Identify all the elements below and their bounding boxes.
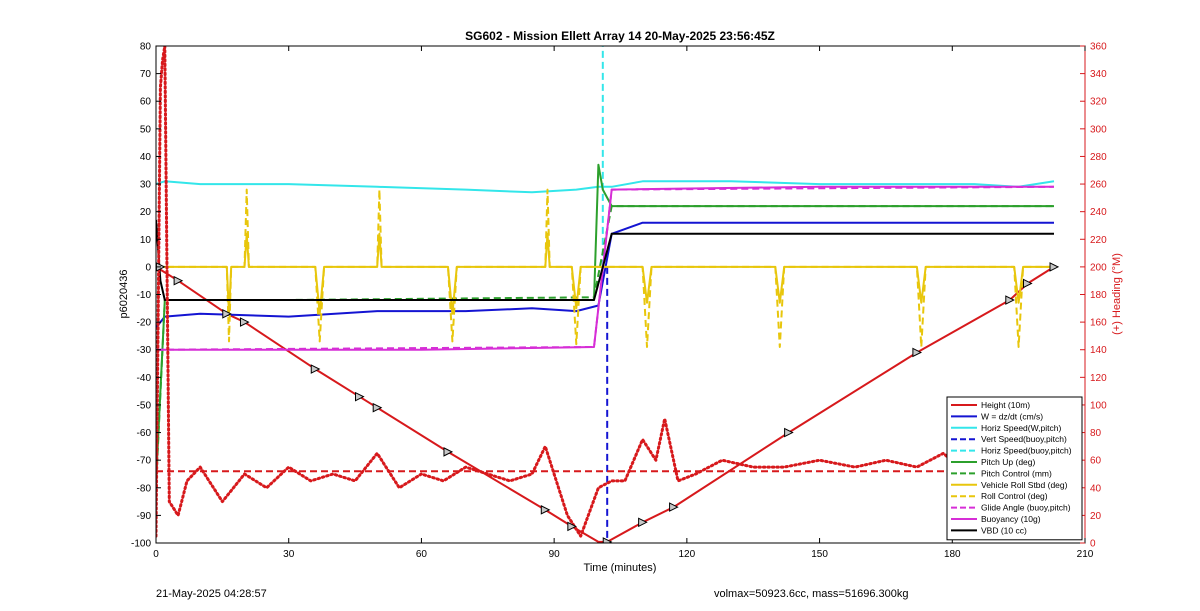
y-tick-label: 30	[140, 180, 152, 191]
y2-axis-label: (+) Heading (°M)	[1111, 253, 1123, 335]
y-tick-label: -100	[131, 539, 151, 550]
y-tick-label: -80	[137, 483, 152, 494]
series-line-pitch-control-mm	[156, 205, 1054, 488]
y-tick-label: 0	[145, 262, 151, 273]
y-tick-label: 10	[140, 235, 152, 246]
height-marker	[222, 309, 232, 319]
series-line-roll-control-deg	[156, 188, 1054, 348]
height-marker	[602, 537, 613, 543]
x-tick-label: 30	[283, 549, 295, 560]
height-marker	[354, 391, 365, 402]
x-tick-label: 210	[1077, 549, 1094, 560]
x-tick-label: 60	[416, 549, 428, 560]
footer-timestamp: 21-May-2025 04:28:57	[156, 588, 267, 600]
y2-tick-label: 360	[1090, 42, 1107, 53]
y-tick-label: -40	[137, 373, 152, 384]
legend-label: Pitch Up (deg)	[981, 457, 1035, 467]
chart-title: SG602 - Mission Ellett Array 14 20-May-2…	[465, 29, 775, 43]
x-tick-label: 0	[153, 549, 159, 560]
y2-tick-label: 340	[1090, 69, 1107, 80]
x-tick-label: 90	[549, 549, 561, 560]
height-marker	[1049, 262, 1060, 272]
y2-tick-label: 20	[1090, 511, 1102, 522]
y-tick-label: -60	[137, 428, 152, 439]
legend-label: Height (10m)	[981, 400, 1030, 410]
legend-label: Horiz Speed(buoy,pitch)	[981, 446, 1072, 456]
height-marker	[567, 521, 577, 532]
y-tick-label: -70	[137, 456, 152, 467]
y2-tick-label: 0	[1090, 539, 1096, 550]
y2-tick-label: 100	[1090, 400, 1107, 411]
height-marker	[443, 447, 454, 457]
legend-label: W = dz/dt (cm/s)	[981, 411, 1043, 421]
series-line-heading	[156, 46, 1056, 538]
legend-label: Buoyancy (10g)	[981, 514, 1041, 524]
y-tick-label: 50	[140, 124, 152, 135]
height-marker	[1005, 295, 1015, 305]
y2-tick-label: 280	[1090, 152, 1107, 163]
y2-tick-label: 120	[1090, 373, 1107, 384]
y-tick-label: -50	[137, 400, 152, 411]
y-tick-label: 60	[140, 97, 152, 108]
y-tick-label: -10	[137, 290, 152, 301]
y2-tick-label: 60	[1090, 456, 1102, 467]
y2-tick-label: 80	[1090, 428, 1102, 439]
series-group	[156, 46, 1060, 543]
y-tick-label: -20	[137, 318, 152, 329]
x-tick-label: 120	[679, 549, 696, 560]
x-axis-label: Time (minutes)	[584, 562, 657, 574]
series-line-buoyancy-10g	[156, 185, 1054, 351]
legend-label: Horiz Speed(W,pitch)	[981, 423, 1061, 433]
axes-group: 0 30 60 90 120 150 180 21080706050403020100-10-…	[131, 42, 1107, 561]
y2-tick-label: 40	[1090, 483, 1102, 494]
legend-label: Pitch Control (mm)	[981, 468, 1052, 478]
y2-tick-label: 140	[1090, 345, 1107, 356]
y2-tick-label: 200	[1090, 262, 1107, 273]
legend-label: VBD (10 cc)	[981, 525, 1027, 535]
height-marker	[912, 347, 923, 358]
y2-tick-label: 320	[1090, 97, 1107, 108]
legend-label: Roll Control (deg)	[981, 491, 1048, 501]
y2-tick-label: 180	[1090, 290, 1107, 301]
legend: Height (10m)W = dz/dt (cm/s) Horiz Speed(…	[946, 396, 1083, 541]
legend-box	[946, 396, 1083, 541]
height-marker	[310, 364, 321, 374]
height-marker	[1022, 278, 1033, 289]
y2-tick-label: 160	[1090, 318, 1107, 329]
y-tick-label: -30	[137, 345, 152, 356]
height-marker	[239, 317, 250, 327]
y-tick-label: 40	[140, 152, 152, 163]
y-axis-label: p6020436	[118, 270, 130, 319]
legend-label: Glide Angle (buoy,pitch)	[981, 503, 1071, 513]
height-marker	[638, 517, 648, 528]
x-tick-label: 180	[944, 549, 961, 560]
height-marker	[669, 502, 679, 512]
y-tick-label: 80	[140, 42, 152, 53]
y-tick-label: 70	[140, 69, 152, 80]
y2-tick-label: 240	[1090, 207, 1107, 218]
y-tick-label: -90	[137, 511, 152, 522]
plot-area	[156, 46, 1060, 543]
legend-label: Vehicle Roll Stbd (deg)	[981, 480, 1068, 490]
series-line-height-10m	[156, 266, 1055, 543]
height-marker	[173, 275, 184, 286]
height-marker	[372, 402, 383, 413]
y2-tick-label: 260	[1090, 180, 1107, 191]
footer-info: volmax=50923.6cc, mass=51696.300kg	[714, 588, 909, 600]
legend-label: Vert Speed(buoy,pitch)	[981, 434, 1067, 444]
y2-tick-label: 220	[1090, 235, 1107, 246]
y-tick-label: 20	[140, 207, 152, 218]
height-marker	[784, 427, 794, 438]
height-marker	[540, 505, 551, 515]
x-tick-label: 150	[811, 549, 828, 560]
y2-tick-label: 300	[1090, 124, 1107, 135]
